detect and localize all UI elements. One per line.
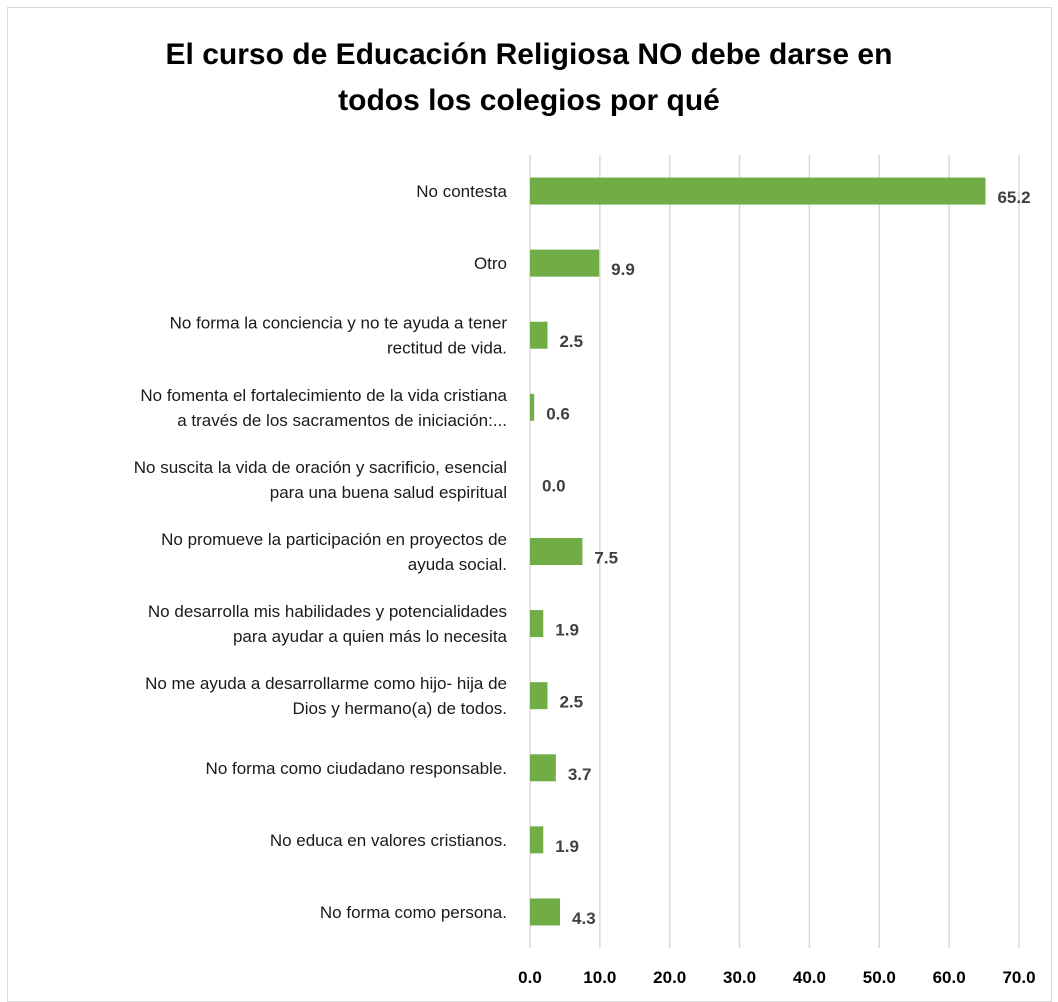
category-label: No desarrolla mis habilidades y potencia…	[148, 602, 508, 646]
value-label: 9.9	[611, 260, 635, 279]
bars	[530, 177, 986, 926]
x-tick-label: 0.0	[518, 968, 542, 987]
value-label: 3.7	[568, 765, 592, 784]
bar	[530, 538, 583, 565]
bar	[530, 321, 548, 349]
bar	[530, 898, 561, 926]
value-label: 0.6	[546, 404, 570, 423]
category-label-line: No suscita la vida de oración y sacrific…	[134, 458, 507, 477]
category-label-line: No me ayuda a desarrollarme como hijo- h…	[145, 674, 507, 693]
category-label-line: para ayudar a quien más lo necesita	[233, 627, 508, 646]
category-label: No educa en valores cristianos.	[270, 831, 507, 850]
category-label-line: No educa en valores cristianos.	[270, 831, 507, 850]
category-label: No promueve la participación en proyecto…	[161, 530, 507, 574]
bar	[530, 754, 556, 782]
category-label-line: ayuda social.	[408, 555, 507, 574]
bar	[530, 826, 544, 854]
bar	[530, 393, 535, 421]
category-label: No me ayuda a desarrollarme como hijo- h…	[145, 674, 507, 718]
category-label: No forma la conciencia y no te ayuda a t…	[170, 314, 508, 358]
category-label-line: No fomenta el fortalecimiento de la vida…	[140, 386, 507, 405]
bar	[530, 249, 600, 277]
gridlines	[529, 155, 1020, 948]
category-label: No suscita la vida de oración y sacrific…	[134, 458, 507, 502]
bar	[530, 177, 986, 205]
value-label: 65.2	[997, 188, 1030, 207]
category-label-line: Dios y hermano(a) de todos.	[293, 699, 508, 718]
category-label-line: No forma como ciudadano responsable.	[206, 759, 507, 778]
category-label: No contesta	[416, 182, 507, 201]
value-label: 1.9	[555, 837, 579, 856]
category-label-line: No promueve la participación en proyecto…	[161, 530, 507, 549]
value-label: 2.5	[559, 332, 583, 351]
category-label: No forma como ciudadano responsable.	[206, 759, 507, 778]
x-axis-tick-labels: 0.0 10.0 20.0 30.0 40.0 50.0 60.0 70.0	[518, 968, 1035, 987]
category-label-line: rectitud de vida.	[387, 339, 507, 358]
x-tick-label: 10.0	[583, 968, 616, 987]
category-label-line: a través de los sacramentos de iniciació…	[177, 411, 507, 430]
x-tick-label: 60.0	[933, 968, 966, 987]
chart-title: El curso de Educación Religiosa NO debe …	[0, 32, 1058, 124]
category-label-line: No contesta	[416, 182, 507, 201]
category-labels: No contesta Otro No forma la conciencia y …	[134, 182, 508, 922]
category-label: No forma como persona.	[320, 903, 507, 922]
value-label: 4.3	[572, 909, 596, 928]
category-label-line: Otro	[474, 254, 507, 273]
bar	[530, 682, 548, 710]
chart-title-line-1: El curso de Educación Religiosa NO debe …	[165, 38, 893, 71]
value-label: 0.0	[542, 476, 566, 495]
chart-title-line-2: todos los colegios por qué	[338, 84, 720, 117]
x-tick-label: 70.0	[1002, 968, 1035, 987]
x-tick-label: 50.0	[863, 968, 896, 987]
x-tick-label: 20.0	[653, 968, 686, 987]
bar	[530, 610, 544, 638]
category-label-line: No forma la conciencia y no te ayuda a t…	[170, 314, 508, 333]
value-label: 7.5	[594, 549, 618, 568]
value-label: 2.5	[559, 693, 583, 712]
x-tick-label: 30.0	[723, 968, 756, 987]
category-label-line: No forma como persona.	[320, 903, 507, 922]
x-tick-label: 40.0	[793, 968, 826, 987]
value-labels: 65.2 9.9 2.5 0.6 0.0 7.5 1.9 2.5 3.7 1.9 4.3	[542, 188, 1031, 928]
value-label: 1.9	[555, 621, 579, 640]
category-label-line: para una buena salud espiritual	[270, 483, 507, 502]
category-label: Otro	[474, 254, 507, 273]
category-label: No fomenta el fortalecimiento de la vida…	[140, 386, 507, 430]
category-label-line: No desarrolla mis habilidades y potencia…	[148, 602, 507, 621]
